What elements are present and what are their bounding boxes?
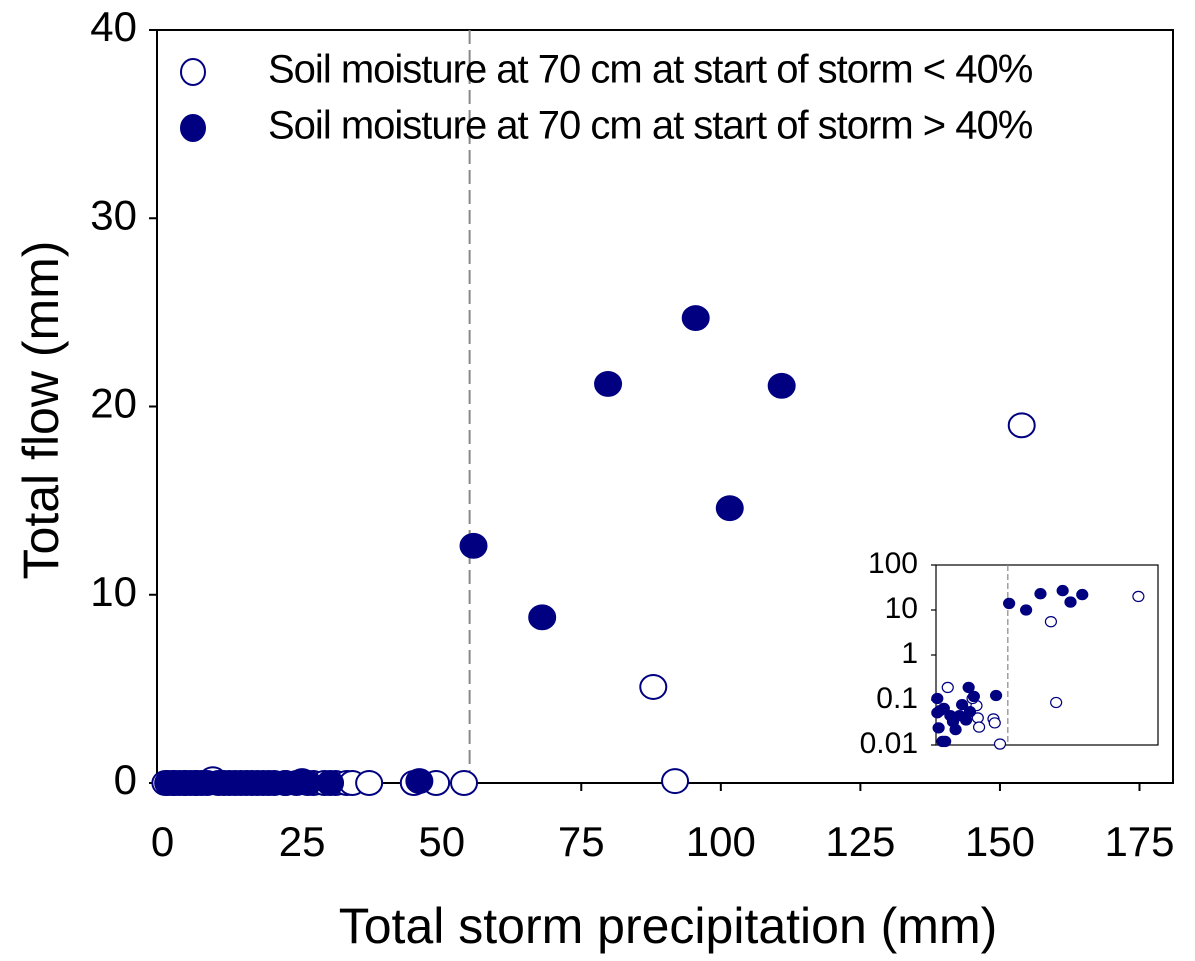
data-point [1020, 604, 1033, 616]
data-point [956, 698, 969, 711]
y-tick-label: 0.01 [860, 727, 918, 760]
data-point [993, 738, 1007, 750]
data-point [528, 604, 557, 631]
y-tick-label: 1 [901, 637, 918, 670]
data-point [681, 305, 710, 331]
x-tick-label: 75 [558, 818, 605, 865]
data-point [767, 372, 796, 399]
data-point [450, 770, 479, 796]
y-tick-label: 40 [90, 3, 137, 50]
y-tick-label: 10 [885, 592, 918, 625]
data-point [594, 370, 623, 397]
data-point [715, 495, 744, 522]
y-tick-label: 0 [114, 756, 137, 803]
legend-marker [180, 114, 206, 142]
data-point [1064, 596, 1077, 608]
x-tick-label: 50 [418, 818, 465, 865]
legend-label: Soil moisture at 70 cm at start of storm… [268, 104, 1033, 148]
x-tick-label: 25 [279, 818, 326, 865]
data-point [972, 721, 986, 733]
data-point [1050, 696, 1063, 709]
x-tick-label: 175 [1104, 818, 1174, 865]
data-point [1034, 588, 1047, 600]
y-tick-label: 20 [90, 380, 137, 427]
data-point [355, 770, 384, 796]
data-point [937, 702, 950, 715]
data-point [459, 532, 488, 559]
data-point [661, 768, 690, 795]
x-tick-label: 0 [151, 818, 174, 865]
y-axis-title: Total flow (mm) [13, 241, 69, 580]
x-tick-label: 125 [825, 818, 895, 865]
data-point [949, 723, 962, 736]
data-point [941, 681, 954, 694]
data-point [967, 690, 980, 703]
data-point [316, 770, 345, 796]
data-point [639, 674, 668, 700]
data-point [405, 768, 434, 795]
x-tick-label: 100 [686, 818, 756, 865]
data-point [989, 689, 1003, 702]
data-point [932, 722, 945, 734]
data-point [988, 717, 1001, 729]
legend-label: Soil moisture at 70 cm at start of storm… [268, 48, 1033, 92]
x-axis-title: Total storm precipitation (mm) [339, 898, 998, 954]
data-point [1003, 597, 1016, 610]
y-tick-label: 10 [90, 568, 137, 615]
data-point [1056, 584, 1069, 597]
y-tick-label: 100 [868, 547, 918, 580]
y-tick-label: 0.1 [876, 682, 918, 715]
data-point [1044, 616, 1058, 628]
data-point [1076, 588, 1089, 601]
data-point [939, 735, 952, 748]
data-point [962, 681, 975, 694]
y-tick-label: 30 [90, 191, 137, 238]
data-point [1132, 590, 1145, 603]
data-point [1007, 412, 1036, 439]
legend-marker [180, 58, 206, 86]
x-tick-label: 150 [965, 818, 1035, 865]
data-point [963, 706, 977, 718]
data-point [931, 692, 944, 705]
